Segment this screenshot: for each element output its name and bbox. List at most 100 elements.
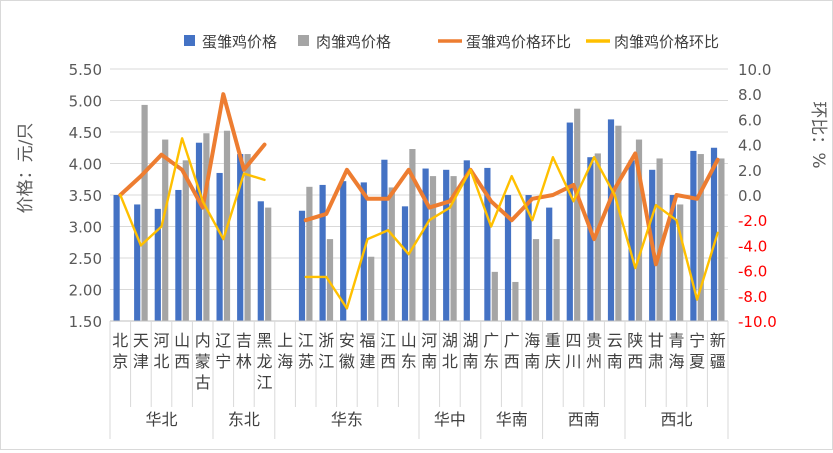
category-label: 海 bbox=[668, 352, 684, 371]
category-label: 江 bbox=[298, 331, 314, 350]
legend-label: 肉雏鸡价格环比 bbox=[614, 33, 719, 51]
y-tick-label: 4.00 bbox=[69, 156, 102, 174]
category-label: 南 bbox=[421, 352, 437, 371]
category-label: 辽 bbox=[215, 331, 231, 350]
category-labels: 北京天津河北山西内蒙古辽宁吉林黑龙江上海江苏浙江安徽福建江西山东河南湖北湖南广东… bbox=[112, 331, 725, 429]
category-label: 江 bbox=[380, 331, 396, 350]
category-label: 湖 bbox=[462, 331, 478, 350]
series-line bbox=[119, 137, 266, 247]
category-label: 西 bbox=[380, 352, 396, 371]
legend-swatch bbox=[184, 35, 195, 46]
y-tick-label: 3.00 bbox=[69, 219, 102, 237]
legend-label: 肉雏鸡价格 bbox=[316, 33, 391, 51]
category-label: 海 bbox=[524, 331, 540, 350]
category-label: 天 bbox=[133, 331, 149, 350]
bar bbox=[669, 195, 676, 321]
category-label: 山 bbox=[401, 331, 417, 350]
category-label: 徽 bbox=[339, 352, 355, 371]
category-label: 浙 bbox=[318, 331, 334, 350]
y2-tick-label: 4.0 bbox=[738, 137, 762, 155]
legend-item: 肉雏鸡价格 bbox=[298, 33, 391, 51]
lines bbox=[118, 92, 720, 310]
category-label: 青 bbox=[668, 331, 684, 350]
category-label: 州 bbox=[586, 352, 602, 371]
category-label: 上 bbox=[277, 331, 293, 350]
category-label: 林 bbox=[236, 352, 252, 371]
bar bbox=[195, 142, 203, 321]
category-label: 宁 bbox=[689, 331, 705, 350]
category-label: 建 bbox=[359, 352, 375, 371]
category-label: 江 bbox=[256, 373, 272, 392]
bar bbox=[401, 206, 409, 321]
bar bbox=[113, 195, 120, 321]
bar bbox=[525, 195, 532, 321]
bar bbox=[677, 204, 684, 321]
y2-tick-label: 0.0 bbox=[738, 187, 762, 205]
bar bbox=[484, 167, 491, 321]
y2-tick-label: 6.0 bbox=[738, 111, 762, 129]
category-label: 南 bbox=[607, 352, 623, 371]
category-label: 庆 bbox=[545, 352, 561, 371]
bar bbox=[306, 186, 313, 321]
y2-tick-label: -4.0 bbox=[738, 237, 767, 255]
y-tick-label: 5.50 bbox=[69, 61, 102, 79]
bars bbox=[113, 104, 725, 322]
category-label: 古 bbox=[195, 373, 211, 392]
category-label: 西 bbox=[174, 352, 190, 371]
legend: 蛋雏鸡价格 肉雏鸡价格 蛋雏鸡价格环比 肉雏鸡价格环比 bbox=[184, 33, 719, 51]
category-label: 南 bbox=[462, 352, 478, 371]
bar bbox=[340, 181, 347, 321]
bar bbox=[162, 139, 169, 321]
region-label: 华南 bbox=[496, 410, 528, 429]
y2-tick-label: -6.0 bbox=[738, 263, 767, 281]
bar bbox=[134, 204, 141, 321]
bar bbox=[141, 104, 148, 321]
bar bbox=[656, 158, 663, 321]
y-tick-label: 4.50 bbox=[69, 124, 102, 142]
bar bbox=[690, 150, 697, 321]
bar bbox=[546, 207, 553, 321]
region-label: 华东 bbox=[331, 410, 363, 429]
category-label: 川 bbox=[565, 352, 581, 371]
category-label: 云 bbox=[607, 331, 623, 350]
bar bbox=[512, 281, 519, 321]
y-tick-label: 2.00 bbox=[69, 282, 102, 300]
category-label: 贵 bbox=[586, 331, 602, 350]
y-tick-label: 2.50 bbox=[69, 250, 102, 268]
bar bbox=[635, 139, 643, 321]
category-label: 甘 bbox=[648, 331, 664, 350]
bar bbox=[504, 195, 512, 321]
bar bbox=[216, 172, 223, 321]
bar bbox=[628, 160, 635, 321]
series-line bbox=[118, 92, 267, 210]
region-label: 华中 bbox=[434, 410, 466, 429]
y-tick-label: 3.50 bbox=[69, 187, 102, 205]
category-label: 西 bbox=[627, 352, 643, 371]
legend-item: 蛋雏鸡价格环比 bbox=[438, 33, 571, 51]
category-label: 山 bbox=[174, 331, 190, 350]
bar bbox=[244, 154, 251, 321]
bar bbox=[566, 122, 573, 321]
category-label: 津 bbox=[133, 352, 149, 371]
y2-tick-label: 8.0 bbox=[738, 86, 762, 104]
bar bbox=[532, 239, 540, 321]
y-tick-label: 1.50 bbox=[69, 313, 102, 331]
category-label: 河 bbox=[421, 331, 437, 350]
y2-tick-label: 2.0 bbox=[738, 162, 762, 180]
category-label: 蒙 bbox=[195, 352, 211, 371]
category-label: 东 bbox=[483, 352, 499, 371]
y2-tick-label: -8.0 bbox=[738, 288, 767, 306]
y-axis-title: 价格：元/只 bbox=[16, 123, 36, 214]
bar bbox=[203, 133, 210, 321]
category-label: 京 bbox=[112, 352, 128, 371]
series-line bbox=[304, 155, 719, 310]
category-label: 北 bbox=[112, 331, 128, 350]
bar bbox=[450, 176, 457, 321]
bar bbox=[319, 184, 326, 321]
bar bbox=[443, 169, 450, 321]
y2-tick-label: 10.0 bbox=[738, 61, 771, 79]
y-tick-label: 5.00 bbox=[69, 93, 102, 111]
category-label: 疆 bbox=[710, 352, 726, 371]
